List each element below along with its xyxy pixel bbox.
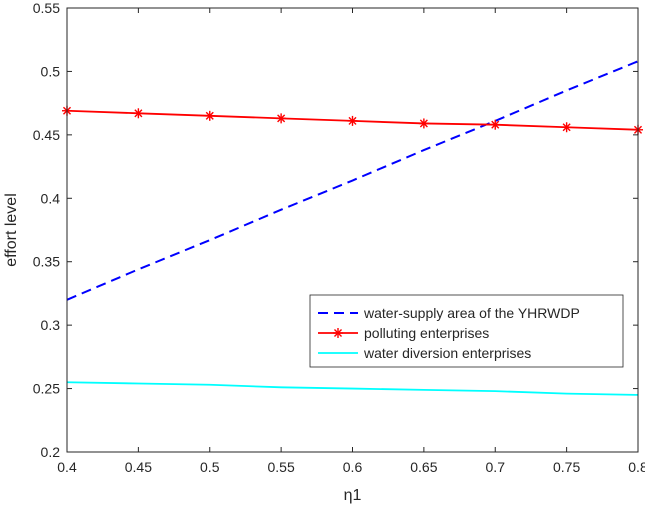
y-tick-label: 0.3 [41, 317, 61, 333]
plot-background [67, 8, 638, 452]
x-tick-label: 0.6 [343, 459, 363, 475]
data-point-marker [490, 119, 501, 130]
x-axis-ticks: 0.4 0.45 0.5 0.55 0.6 0.65 0.7 0.75 0.8 [57, 8, 645, 475]
legend-box [309, 294, 624, 368]
y-tick-label: 0.45 [33, 127, 60, 143]
x-tick-label: 0.4 [57, 459, 77, 475]
legend-label-2: polluting enterprises [364, 325, 489, 341]
x-tick-label: 0.7 [486, 459, 506, 475]
series-line-1 [66, 60, 639, 301]
y-tick-label: 0.25 [33, 381, 60, 397]
x-tick-label: 0.45 [125, 459, 152, 475]
data-point-marker [561, 122, 572, 133]
y-tick-label: 0.35 [33, 254, 60, 270]
y-tick-label: 0.55 [33, 0, 60, 16]
x-tick-label: 0.65 [410, 459, 437, 475]
x-tick-label: 0.5 [200, 459, 220, 475]
y-tick-label: 0.4 [41, 190, 61, 206]
data-point-marker [204, 110, 215, 121]
data-point-marker [133, 108, 144, 119]
series-markers [62, 105, 643, 135]
y-axis-ticks: 0.2 0.25 0.3 0.35 0.4 0.45 0.5 0.55 [33, 0, 638, 460]
y-tick-label: 0.2 [41, 444, 61, 460]
legend-marker [333, 328, 343, 338]
y-tick-label: 0.5 [41, 63, 61, 79]
y-axis-label: effort level [3, 193, 20, 267]
data-point-marker [418, 118, 429, 129]
x-tick-label: 0.55 [268, 459, 295, 475]
x-tick-label: 0.75 [553, 459, 580, 475]
legend: water-supply area of the YHRWDP polluting… [309, 294, 624, 368]
x-axis-label: η1 [344, 487, 362, 504]
data-point-marker [347, 115, 358, 126]
series-line-3 [66, 381, 639, 396]
data-point-marker [276, 113, 287, 124]
legend-label-1: water-supply area of the YHRWDP [363, 305, 580, 321]
legend-label-3: water diversion enterprises [363, 345, 531, 361]
x-tick-label: 0.8 [628, 459, 645, 475]
